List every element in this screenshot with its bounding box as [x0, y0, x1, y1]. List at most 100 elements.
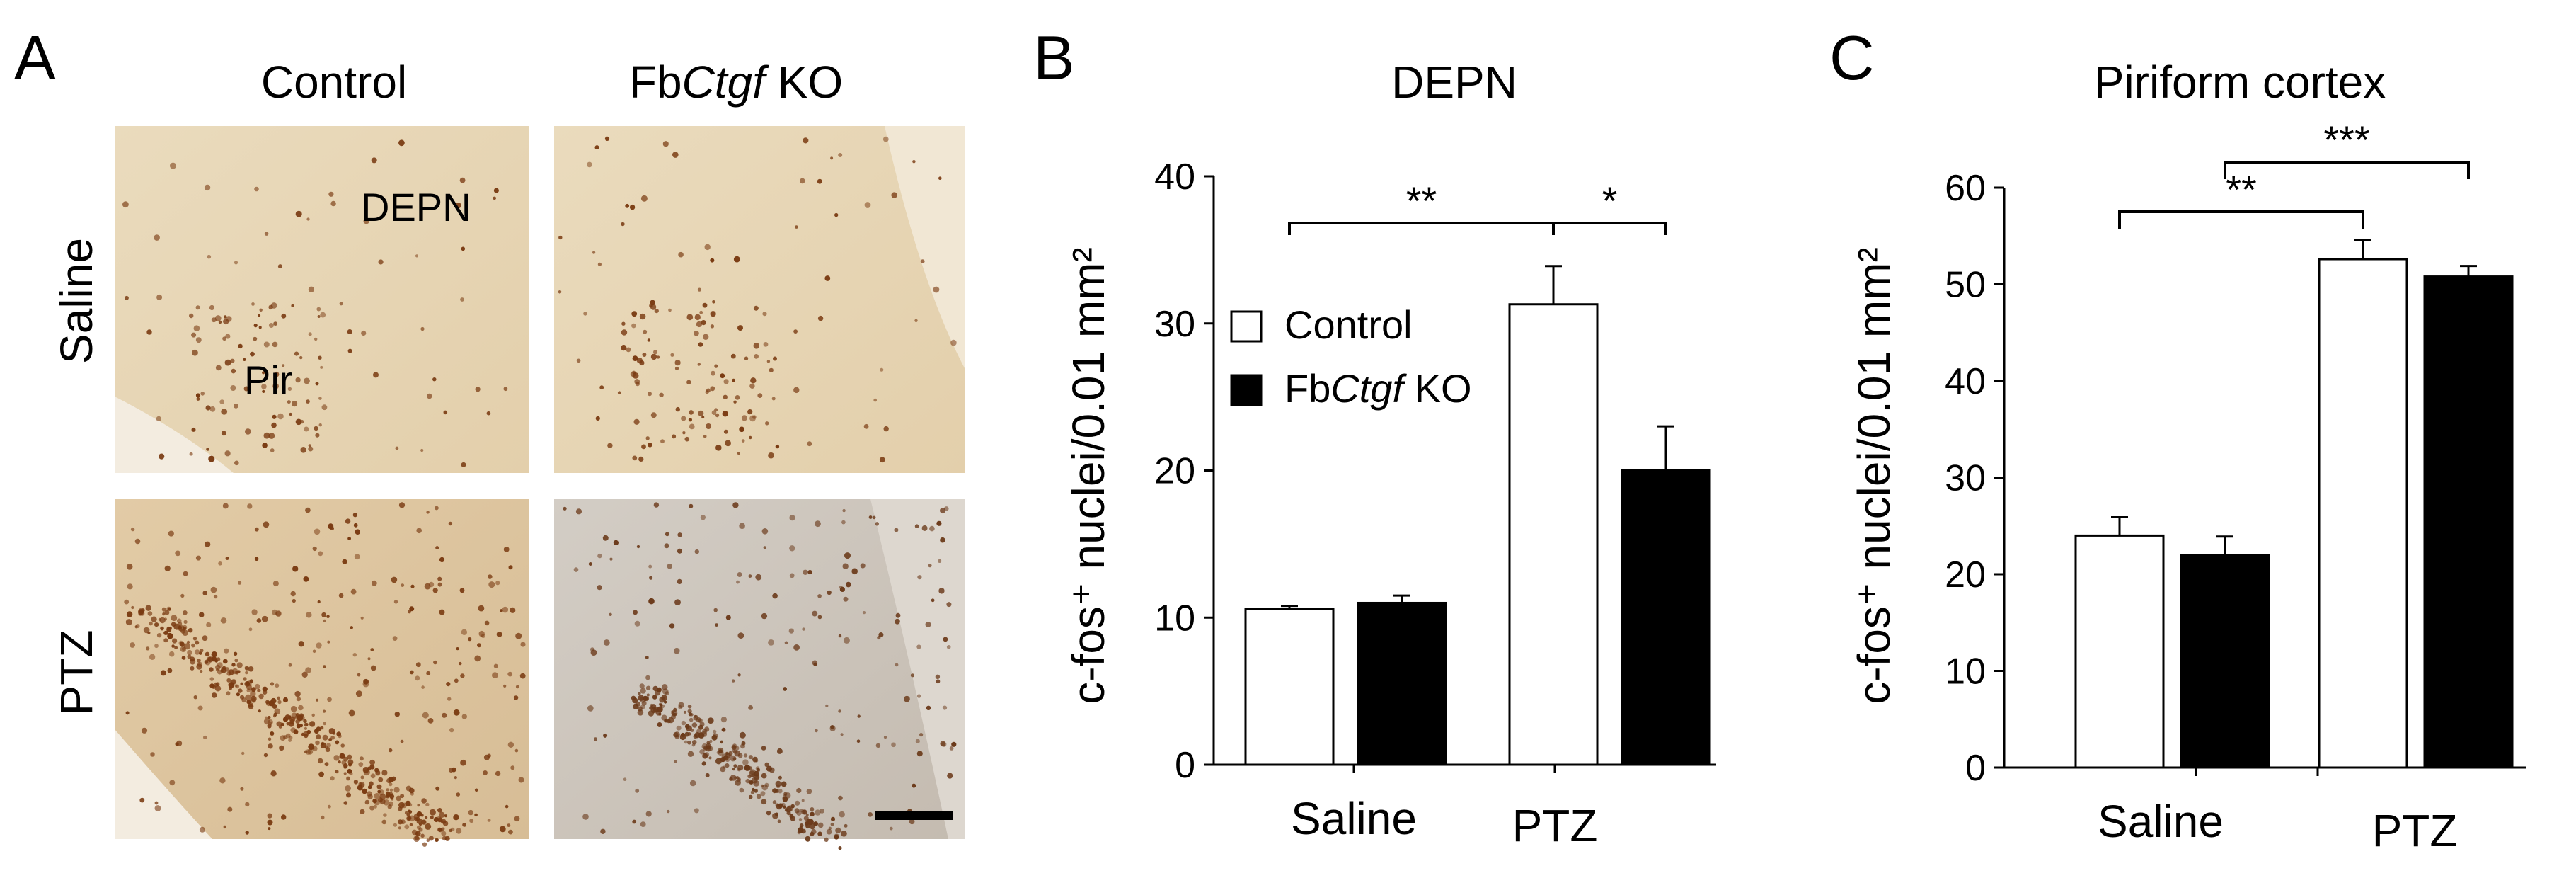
nucleus-dot [299, 724, 303, 728]
nucleus-dot [378, 797, 383, 802]
nucleus-dot [195, 640, 200, 645]
nucleus-dot [737, 673, 741, 677]
nucleus-dot [644, 697, 649, 702]
nucleus-dot [205, 541, 211, 547]
nucleus-dot [277, 264, 282, 269]
nucleus-dot [250, 351, 255, 357]
nucleus-dot [318, 758, 323, 764]
nucleus-dot [314, 528, 321, 535]
nucleus-dot [196, 663, 202, 670]
nucleus-dot [442, 712, 447, 718]
nucleus-dot [938, 559, 942, 564]
nucleus-dot [230, 358, 235, 363]
nucleus-dot [381, 819, 387, 825]
nucleus-dot [474, 788, 478, 792]
nucleus-dot [456, 792, 461, 797]
nucleus-dot [778, 775, 782, 780]
nucleus-dot [753, 343, 760, 349]
nucleus-dot [793, 644, 800, 651]
nucleus-dot [659, 392, 664, 397]
nucleus-dot [733, 764, 737, 768]
nucleus-dot [863, 423, 869, 429]
nucleus-dot [243, 677, 247, 681]
nucleus-dot [715, 758, 722, 765]
nucleus-dot [663, 700, 667, 704]
chart-c-category-label: Saline [2098, 796, 2224, 847]
nucleus-dot [261, 615, 268, 622]
nucleus-dot [689, 423, 695, 430]
nucleus-dot [495, 770, 501, 777]
nucleus-dot [175, 550, 181, 557]
nucleus-dot [306, 399, 310, 404]
nucleus-dot [895, 663, 899, 667]
nucleus-dot [708, 756, 712, 760]
nucleus-dot [196, 397, 200, 401]
nucleus-dot [282, 364, 285, 367]
nucleus-dot [827, 590, 832, 595]
nucleus-dot [218, 561, 222, 566]
nucleus-dot [208, 455, 215, 462]
nucleus-dot [303, 576, 309, 582]
nucleus-dot [317, 600, 321, 604]
nucleus-dot [750, 377, 757, 384]
nucleus-dot [800, 178, 805, 184]
nucleus-dot [362, 788, 367, 794]
nucleus-dot [147, 611, 153, 616]
nucleus-dot [125, 295, 129, 300]
nucleus-dot [632, 455, 638, 461]
nucleus-dot [323, 619, 326, 622]
nucleus-dot [825, 704, 829, 708]
nucleus-dot [183, 610, 188, 615]
nucleus-dot [680, 732, 685, 737]
nucleus-dot [508, 829, 513, 835]
nucleus-dot [712, 733, 718, 739]
nucleus-dot [267, 813, 272, 819]
nucleus-dot [817, 594, 822, 598]
nucleus-dot [815, 809, 821, 816]
chart-c-y-tick-label: 60 [1945, 168, 1986, 209]
nucleus-dot [304, 750, 308, 753]
nucleus-dot [270, 302, 277, 309]
nucleus-dot [725, 440, 731, 447]
nucleus-dot [634, 620, 640, 627]
nucleus-dot [843, 637, 850, 644]
nucleus-dot [826, 828, 832, 835]
nucleus-dot [475, 387, 481, 392]
nucleus-dot [139, 797, 145, 803]
nucleus-dot [468, 809, 473, 816]
nucleus-dot [839, 811, 845, 818]
nucleus-dot [421, 798, 427, 804]
nucleus-dot [225, 557, 229, 560]
nucleus-dot [306, 217, 310, 221]
nucleus-dot [757, 393, 763, 398]
nucleus-dot [164, 565, 171, 572]
nucleus-dot [772, 800, 777, 804]
nucleus-dot [281, 313, 287, 319]
nucleus-dot [691, 722, 698, 728]
nucleus-dot [194, 649, 200, 655]
chart-b-y-tick-label: 30 [1154, 304, 1195, 345]
nucleus-dot [698, 724, 703, 730]
nucleus-dot [203, 735, 207, 740]
nucleus-dot [357, 673, 361, 677]
nucleus-dot [209, 677, 214, 681]
nucleus-dot [267, 716, 271, 719]
chart-c-bar [2180, 554, 2270, 769]
nucleus-dot [318, 397, 322, 400]
nucleus-dot [688, 418, 693, 422]
nucleus-dot [406, 785, 412, 792]
nucleus-dot [860, 563, 866, 569]
nucleus-dot [435, 546, 439, 550]
nucleus-dot [801, 809, 806, 815]
nucleus-dot [154, 805, 161, 811]
nucleus-dot [661, 684, 668, 690]
nucleus-dot [370, 665, 376, 671]
nucleus-dot [342, 559, 347, 564]
nucleus-dot [370, 773, 376, 779]
nucleus-dot [333, 755, 340, 761]
nucleus-dot [163, 630, 168, 636]
nucleus-dot [873, 398, 877, 402]
nucleus-dot [327, 697, 332, 702]
nucleus-dot [304, 726, 307, 730]
nucleus-dot [768, 452, 774, 459]
